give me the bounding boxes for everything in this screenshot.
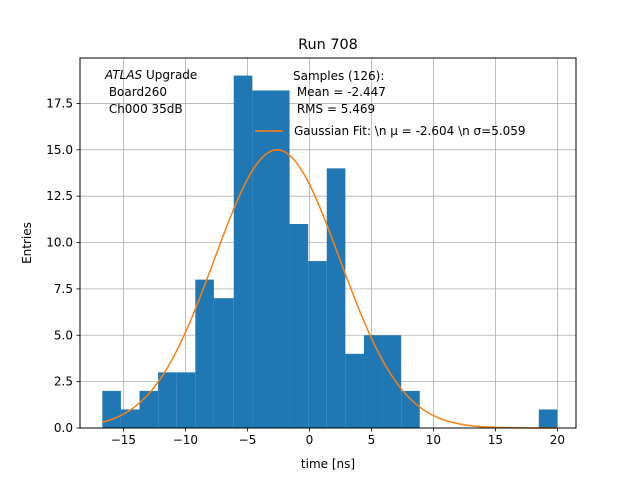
histogram-bar: [401, 390, 420, 428]
atlas-label: ATLAS Upgrade: [104, 68, 197, 82]
atlas-label-italic: ATLAS: [104, 68, 143, 82]
axis-ticks: −15 −10 −5 0 5 10 15 20 0.0 2.5 5.0 7.5 10.0 12.5 15.0…: [46, 96, 565, 447]
chart-title: Run 708: [298, 37, 358, 53]
x-tick-label: 5: [368, 433, 376, 447]
y-tick-label: 17.5: [46, 96, 73, 110]
board-label: Board260: [105, 85, 167, 99]
histogram-bars: [102, 75, 558, 428]
histogram-bar: [538, 409, 558, 428]
x-tick-label: −5: [239, 433, 257, 447]
x-tick-label: −15: [111, 433, 136, 447]
x-tick-label: 10: [426, 433, 441, 447]
histogram-bar: [233, 75, 253, 428]
histogram-bar: [120, 409, 140, 428]
x-tick-label: 0: [306, 433, 314, 447]
histogram-bar: [195, 279, 214, 428]
legend-samples-rms: RMS = 5.469: [293, 102, 375, 116]
y-tick-label: 12.5: [46, 189, 73, 203]
y-axis-label: Entries: [20, 222, 34, 264]
legend-samples-mean: Mean = -2.447: [293, 85, 386, 99]
histogram-bar: [326, 168, 346, 428]
histogram-bar: [363, 335, 383, 428]
x-tick-label: 15: [488, 433, 503, 447]
y-tick-label: 15.0: [46, 143, 73, 157]
histogram-bar: [102, 390, 121, 428]
y-tick-label: 5.0: [54, 328, 73, 342]
histogram-bar: [213, 298, 234, 428]
histogram-bar: [139, 390, 159, 428]
histogram-bar: [158, 372, 177, 428]
histogram-bar: [252, 205, 271, 428]
x-axis-label: time [ns]: [301, 457, 355, 471]
histogram-bar: [270, 149, 290, 428]
y-tick-label: 10.0: [46, 236, 73, 250]
y-tick-label: 7.5: [54, 282, 73, 296]
gaussian-fit: [102, 149, 558, 429]
x-tick-label: 20: [550, 433, 565, 447]
channel-label: Ch000 35dB: [105, 102, 183, 116]
legend-samples-count: Samples (126):: [293, 69, 384, 83]
histogram-bar: [345, 353, 364, 428]
gaussian-fit-curve: [102, 149, 558, 429]
y-tick-label: 2.5: [54, 375, 73, 389]
plot-frame: [79, 57, 577, 429]
x-tick-label: −10: [173, 433, 198, 447]
histogram-bar: [382, 335, 402, 428]
y-tick-label: 0.0: [54, 421, 73, 435]
histogram-bar: [289, 223, 309, 428]
histogram-bar: [176, 372, 196, 428]
atlas-label-rest: Upgrade: [142, 68, 197, 82]
histogram-bar: [308, 261, 327, 428]
legend-fit-label: Gaussian Fit: \n μ = -2.604 \n σ=5.059: [294, 124, 526, 138]
